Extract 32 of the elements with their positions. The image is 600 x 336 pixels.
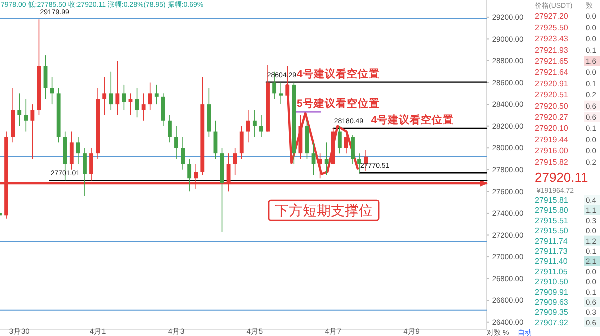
y-tick-label: 27911.74	[535, 236, 568, 246]
ref-line-label: 下方短期支撑位	[275, 202, 373, 219]
y-tick-label: 27909.35	[535, 308, 569, 318]
y-tick-label: 27920.51	[535, 90, 569, 100]
y-tick-label: 27907.92	[535, 318, 569, 328]
y-tick-label: 27920.27	[535, 113, 569, 122]
y-tick-label: 27916.00	[535, 146, 569, 156]
y-tick-label: 27915.82	[535, 158, 569, 167]
y-tick-label: 27919.44	[535, 135, 569, 144]
y-tick-label: 27915.50	[535, 226, 569, 236]
annotation: 5号建议看空位置	[296, 97, 380, 110]
y-tick-label: 27923.43	[535, 34, 569, 44]
y-tick-label: 27910.50	[535, 278, 569, 287]
y-tick-label: 27921.93	[535, 46, 569, 55]
y-tick-label: 27915.80	[535, 206, 569, 216]
y-tick-label: 27920.91	[535, 79, 569, 88]
chart-title: 27920.11	[535, 170, 588, 185]
annotation: 4号建议看空位置	[296, 67, 380, 80]
annotation: 4号建议看空位置	[371, 113, 454, 126]
y-tick-label: 27909.91	[535, 288, 569, 297]
y-tick-label: 27921.64	[535, 68, 569, 78]
y-tick-label: 27911.40	[535, 257, 568, 266]
y-tick-label: 27920.50	[535, 102, 569, 111]
y-tick-label: 27921.65	[535, 57, 569, 66]
y-tick-label: 27925.50	[535, 23, 569, 32]
y-tick-label: 27909.63	[535, 298, 569, 307]
y-tick-label: 27927.20	[535, 12, 569, 22]
y-tick-label: 27920.10	[535, 124, 569, 134]
y-tick-label: 27911.73	[535, 247, 568, 256]
y-tick-label: 27915.81	[535, 196, 569, 205]
y-tick-label: 27915.51	[535, 216, 569, 226]
y-tick-label: 27911.05	[535, 267, 568, 276]
